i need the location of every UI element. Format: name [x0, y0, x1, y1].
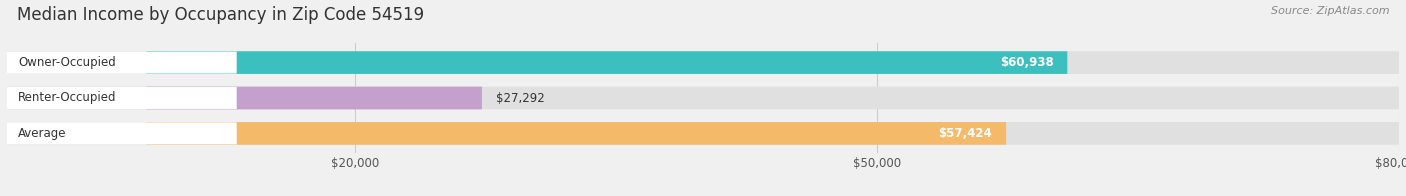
FancyBboxPatch shape: [7, 51, 1399, 74]
FancyBboxPatch shape: [146, 122, 1007, 145]
FancyBboxPatch shape: [146, 87, 482, 109]
FancyBboxPatch shape: [7, 87, 236, 109]
Text: Renter-Occupied: Renter-Occupied: [18, 92, 117, 104]
Text: Median Income by Occupancy in Zip Code 54519: Median Income by Occupancy in Zip Code 5…: [17, 6, 425, 24]
FancyBboxPatch shape: [7, 122, 236, 144]
FancyBboxPatch shape: [7, 52, 236, 74]
Text: Source: ZipAtlas.com: Source: ZipAtlas.com: [1271, 6, 1389, 16]
Text: Owner-Occupied: Owner-Occupied: [18, 56, 115, 69]
FancyBboxPatch shape: [7, 122, 1399, 145]
FancyBboxPatch shape: [146, 51, 1067, 74]
Text: $27,292: $27,292: [496, 92, 544, 104]
Text: $57,424: $57,424: [938, 127, 993, 140]
FancyBboxPatch shape: [7, 87, 1399, 109]
Text: $60,938: $60,938: [1000, 56, 1053, 69]
Text: Average: Average: [18, 127, 66, 140]
